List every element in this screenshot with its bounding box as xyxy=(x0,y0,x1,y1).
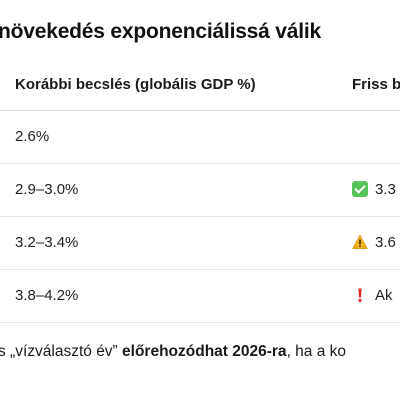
previous-estimate-cell: 3.8–4.2% xyxy=(15,287,79,304)
fresh-estimate-value: 3.3 xyxy=(375,181,396,198)
previous-estimate-cell: 2.9–3.0% xyxy=(15,181,79,198)
table-row: 2.9–3.0% 3.3 xyxy=(0,164,400,217)
estimate-table: Korábbi becslés (globális GDP %) Friss b… xyxy=(0,60,400,323)
warning-icon xyxy=(352,234,368,250)
column-header-previous-estimate-label: Korábbi becslés (globális GDP %) xyxy=(15,76,256,93)
footer-text-bold: előrehozódhat 2026-ra xyxy=(122,343,287,360)
section-heading: növekedés exponenciálissá válik xyxy=(0,20,321,43)
footer-text-start: s „vízválasztó év” xyxy=(0,343,123,360)
previous-estimate-cell: 3.2–3.4% xyxy=(15,234,79,251)
exclamation-icon xyxy=(352,287,368,303)
table-row: 3.2–3.4% 3.6 xyxy=(0,217,400,270)
fresh-estimate-value: 3.6 xyxy=(375,234,396,251)
table-row: 3.8–4.2% Ak xyxy=(0,270,400,323)
table-row: 2.6% xyxy=(0,111,400,164)
table-header-row: Korábbi becslés (globális GDP %) Friss b xyxy=(0,60,400,111)
fresh-estimate-value: Ak xyxy=(375,287,393,304)
column-header-fresh-estimate: Friss b xyxy=(352,60,400,110)
check-mark-icon xyxy=(352,181,368,197)
column-header-previous-estimate: Korábbi becslés (globális GDP %) xyxy=(15,60,256,110)
footer-text-end: , ha a ko xyxy=(286,343,347,360)
footer-paragraph: s „vízválasztó év” előrehozódhat 2026-ra… xyxy=(0,343,346,361)
fresh-estimate-cell: 3.3 xyxy=(352,164,396,216)
fresh-estimate-cell: Ak xyxy=(352,270,393,322)
column-header-fresh-estimate-label: Friss b xyxy=(352,76,400,93)
previous-estimate-cell: 2.6% xyxy=(15,128,50,145)
fresh-estimate-cell: 3.6 xyxy=(352,217,396,269)
